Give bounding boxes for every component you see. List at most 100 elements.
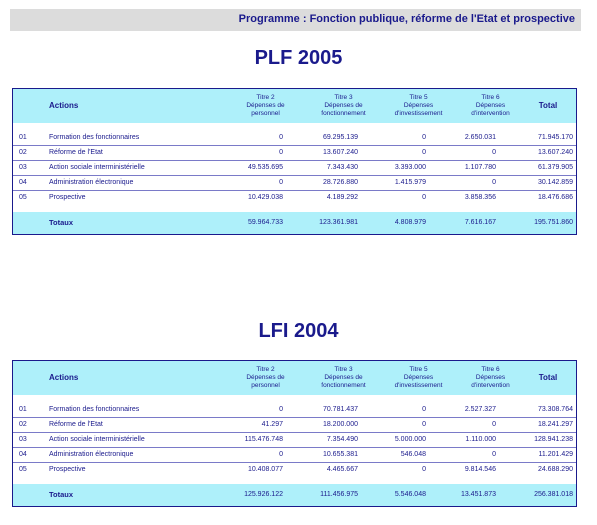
cell-titre3: 28.726.880	[322, 179, 358, 186]
budget-table-lfi-2004: Actions Titre 2 Dépenses de personnel Ti…	[12, 360, 577, 507]
totals-label: Totaux	[49, 218, 74, 227]
column-header-titre6: Titre 6 Dépenses d'intervention	[471, 94, 510, 117]
column-header-titre5: Titre 5 Dépenses d'investissement	[394, 366, 443, 389]
row-label: Action sociale interministérielle	[49, 164, 145, 171]
column-header-titre6: Titre 6 Dépenses d'intervention	[471, 366, 510, 389]
column-header-actions: Actions	[49, 101, 79, 110]
cell-titre5: 0	[422, 406, 426, 413]
cell-titre6: 1.110.000	[465, 436, 496, 443]
row-label: Administration électronique	[49, 179, 134, 186]
table-row: 03 Action sociale interministérielle 115…	[13, 433, 576, 448]
total-titre3: 111.456.975	[320, 491, 358, 498]
cell-titre6: 0	[492, 179, 496, 186]
column-header-actions: Actions	[49, 373, 79, 382]
table-header-row: Actions Titre 2 Dépenses de personnel Ti…	[13, 89, 576, 123]
cell-titre2: 0	[279, 179, 283, 186]
cell-total: 71.945.170	[537, 134, 573, 141]
column-header-titre3: Titre 3 Dépenses de fonctionnement	[321, 366, 366, 389]
column-header-titre2: Titre 2 Dépenses de personnel	[246, 94, 285, 117]
cell-total: 30.142.859	[537, 179, 573, 186]
cell-total: 61.379.905	[537, 164, 573, 171]
table-title-lfi-2004: LFI 2004	[258, 320, 339, 342]
cell-titre6: 0	[492, 451, 496, 458]
totals-label: Totaux	[49, 490, 74, 499]
totals-row: Totaux 125.926.122 111.456.975 5.546.048…	[13, 484, 576, 506]
table-row: 01 Formation des fonctionnaires 0 69.295…	[13, 131, 576, 146]
column-header-titre2: Titre 2 Dépenses de personnel	[246, 366, 285, 389]
cell-titre6: 9.814.546	[464, 466, 496, 473]
table-header-row: Actions Titre 2 Dépenses de personnel Ti…	[13, 361, 576, 395]
table-title-plf-2005: PLF 2005	[254, 47, 343, 69]
cell-titre6: 3.858.356	[464, 194, 496, 201]
cell-titre5: 3.393.000	[394, 164, 426, 171]
total-titre5: 5.546.048	[394, 491, 426, 498]
cell-titre2: 10.408.077	[247, 466, 283, 473]
cell-titre3: 69.295.139	[322, 134, 358, 141]
table-row: 05 Prospective 10.429.038 4.189.292 0 3.…	[13, 191, 576, 205]
budget-table-plf-2005: Actions Titre 2 Dépenses de personnel Ti…	[12, 88, 577, 235]
cell-titre5: 0	[422, 149, 426, 156]
total-titre5: 4.808.979	[394, 219, 426, 226]
cell-titre5: 0	[422, 194, 426, 201]
total-titre6: 7.616.167	[464, 219, 496, 226]
cell-titre3: 7.354.490	[326, 436, 358, 443]
total-titre6: 13.451.873	[460, 491, 496, 498]
total-titre2: 125.926.122	[244, 491, 283, 498]
cell-titre3: 70.781.437	[322, 406, 358, 413]
table-row: 01 Formation des fonctionnaires 0 70.781…	[13, 403, 576, 418]
cell-titre5: 0	[422, 466, 426, 473]
table-row: 02 Réforme de l'Etat 41.297 18.200.000 0…	[13, 418, 576, 433]
column-header-total: Total	[538, 373, 558, 382]
row-code: 05	[19, 466, 27, 473]
total-total: 195.751.860	[534, 219, 573, 226]
cell-titre2: 0	[279, 134, 283, 141]
row-code: 02	[19, 149, 27, 156]
cell-titre5: 1.415.979	[394, 179, 426, 186]
cell-titre6: 0	[492, 421, 496, 428]
cell-titre3: 13.607.240	[322, 149, 358, 156]
cell-titre3: 7.343.430	[326, 164, 358, 171]
cell-total: 24.688.290	[537, 466, 573, 473]
row-label: Administration électronique	[49, 451, 134, 458]
table-row: 02 Réforme de l'Etat 0 13.607.240 0 0 13…	[13, 146, 576, 161]
cell-titre5: 0	[422, 421, 426, 428]
cell-titre3: 10.655.381	[322, 451, 358, 458]
row-code: 05	[19, 194, 27, 201]
row-code: 04	[19, 179, 27, 186]
cell-titre5: 5.000.000	[394, 436, 426, 443]
row-code: 03	[19, 436, 27, 443]
programme-header-text: Programme : Fonction publique, réforme d…	[238, 13, 575, 25]
cell-titre6: 0	[492, 149, 496, 156]
row-label: Action sociale interministérielle	[49, 436, 145, 443]
cell-titre3: 4.465.667	[326, 466, 358, 473]
row-code: 02	[19, 421, 27, 428]
cell-total: 128.941.238	[534, 436, 573, 443]
table-row: 04 Administration électronique 0 28.726.…	[13, 176, 576, 191]
cell-titre6: 1.107.780	[464, 164, 496, 171]
table-row: 04 Administration électronique 0 10.655.…	[13, 448, 576, 463]
cell-titre2: 41.297	[261, 421, 283, 428]
total-total: 256.381.018	[534, 491, 573, 498]
column-header-titre5: Titre 5 Dépenses d'investissement	[394, 94, 443, 117]
cell-titre2: 0	[279, 451, 283, 458]
cell-total: 11.201.429	[538, 451, 573, 458]
row-label: Réforme de l'Etat	[49, 421, 103, 428]
cell-titre3: 4.189.292	[326, 194, 358, 201]
totals-row: Totaux 59.964.733 123.361.981 4.808.979 …	[13, 212, 576, 234]
row-label: Réforme de l'Etat	[49, 149, 103, 156]
cell-total: 18.241.297	[537, 421, 573, 428]
programme-header-bar: Programme : Fonction publique, réforme d…	[10, 9, 581, 31]
row-code: 01	[19, 406, 27, 413]
total-titre2: 59.964.733	[247, 219, 283, 226]
cell-titre2: 0	[279, 149, 283, 156]
cell-titre3: 18.200.000	[322, 421, 358, 428]
cell-titre5: 0	[422, 134, 426, 141]
column-header-titre3: Titre 3 Dépenses de fonctionnement	[321, 94, 366, 117]
row-code: 03	[19, 164, 27, 171]
column-header-total: Total	[538, 101, 558, 110]
row-label: Formation des fonctionnaires	[49, 406, 140, 413]
cell-titre2: 0	[279, 406, 283, 413]
cell-titre6: 2.650.031	[464, 134, 496, 141]
cell-titre2: 115.476.748	[244, 436, 283, 443]
cell-titre2: 10.429.038	[247, 194, 283, 201]
